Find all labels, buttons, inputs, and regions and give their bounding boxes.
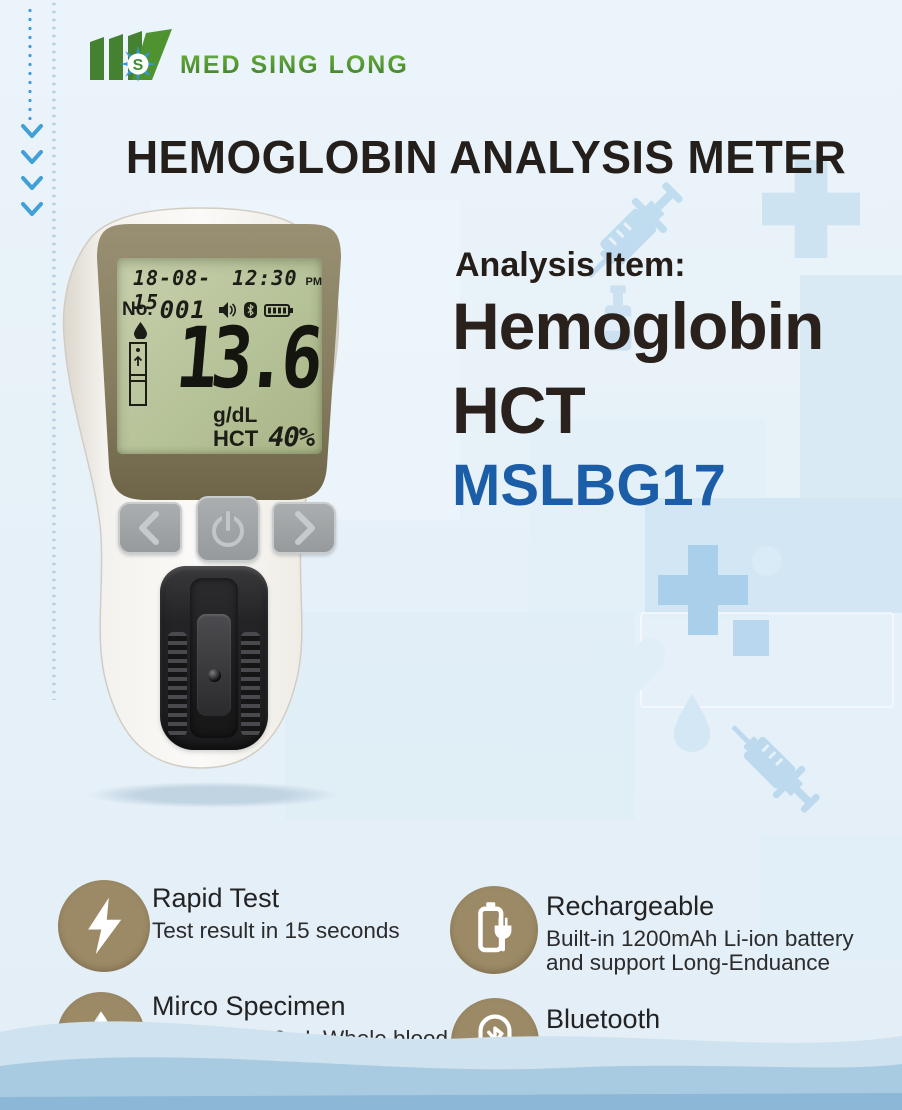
lcd-meridiem: PM (305, 276, 323, 288)
cross-icon (762, 160, 860, 258)
port-slider[interactable] (197, 614, 231, 716)
bg-rect (760, 835, 902, 960)
lcd-time: 12:30 (232, 266, 298, 290)
feature-rapid-test: Rapid Test Test result in 15 seconds (152, 883, 400, 943)
brand-logo: S MED SING LONG (90, 29, 406, 82)
battery-charge-icon (478, 902, 512, 953)
cross-icon (658, 545, 748, 635)
dotted-line (28, 6, 32, 122)
port-channel (190, 578, 238, 738)
brand-monogram: S (90, 29, 172, 82)
port-slider-dot (208, 669, 221, 683)
device-shadow (88, 782, 338, 808)
lcd-unit: g/dL (213, 404, 258, 427)
feature-line: Test result in 15 seconds (152, 918, 400, 943)
bg-square (733, 620, 769, 656)
product-model: MSLBG17 (452, 453, 726, 518)
lcd-hct-row: HCT 40% (213, 422, 315, 453)
bottle-icon (604, 285, 632, 351)
battery-status-icon (263, 303, 293, 317)
page-title: HEMOGLOBIN ANALYSIS METER (125, 131, 847, 183)
syringe-icon (587, 182, 683, 279)
feature-rechargeable: Rechargeable Built-in 1200mAh Li-ion bat… (546, 891, 854, 975)
lcd-datetime: 18-08-15 12:30 PM (133, 266, 322, 314)
lcd-reading: 13.6 (172, 309, 321, 407)
bg-circle (752, 546, 782, 576)
lcd-record-label: No. (122, 299, 153, 320)
logo-letter: S (133, 57, 144, 74)
chevron-down-icon (21, 150, 43, 164)
device-left-button[interactable] (118, 502, 182, 554)
drop-icon (674, 694, 710, 752)
brand-name: MED SING LONG (180, 51, 406, 79)
lcd-record-value: 001 (159, 296, 206, 324)
lcd-hct-value: 40% (268, 422, 315, 453)
bluetooth-status-icon (243, 302, 257, 318)
hemoglobin-meter-device: 18-08-15 12:30 PM No. 001 (55, 206, 347, 772)
port-ribs-left (168, 632, 187, 736)
feature-title: Mirco Specimen (152, 991, 346, 1021)
feature-rapid-test-icon-circle (58, 880, 150, 972)
feature-line: and support Long-Enduance (546, 950, 830, 975)
analysis-item-2: HCT (452, 373, 586, 447)
feature-title: Rapid Test (152, 883, 280, 913)
device-strip-port[interactable] (160, 566, 268, 750)
chevron-down-icon (21, 124, 43, 138)
chevron-right-icon (295, 511, 315, 545)
analysis-item-label: Analysis Item: (455, 246, 686, 284)
bg-rect (800, 275, 902, 530)
syringe-icon (731, 724, 820, 813)
feature-line: Built-in 1200mAh Li-ion battery (546, 926, 854, 951)
lightning-icon (88, 897, 122, 955)
device-lcd-screen: 18-08-15 12:30 PM No. 001 (117, 258, 322, 454)
lcd-date: 18-08-15 (133, 266, 212, 314)
lcd-status-row: No. 001 (122, 296, 316, 324)
dotted-line-faint (52, 0, 56, 700)
bottom-waves (0, 1021, 902, 1110)
bg-rect (285, 612, 635, 820)
feature-rechargeable-icon-circle (450, 886, 538, 974)
lcd-test-strip-icon (129, 342, 147, 406)
lcd-hct-label: HCT (213, 426, 259, 451)
device-power-button[interactable] (196, 496, 260, 562)
power-icon (212, 511, 244, 547)
feature-title: Bluetooth (546, 1004, 661, 1034)
heart-icon (598, 637, 666, 698)
chevron-down-icon (21, 202, 43, 216)
port-ribs-right (241, 632, 260, 736)
speaker-icon (218, 302, 236, 318)
lcd-drop-icon (134, 322, 147, 339)
analysis-item-1: Hemoglobin (452, 289, 824, 363)
device-right-button[interactable] (272, 502, 336, 554)
chevron-left-icon (139, 511, 159, 545)
chevron-down-icon (21, 176, 43, 190)
feature-title: Rechargeable (546, 891, 715, 921)
